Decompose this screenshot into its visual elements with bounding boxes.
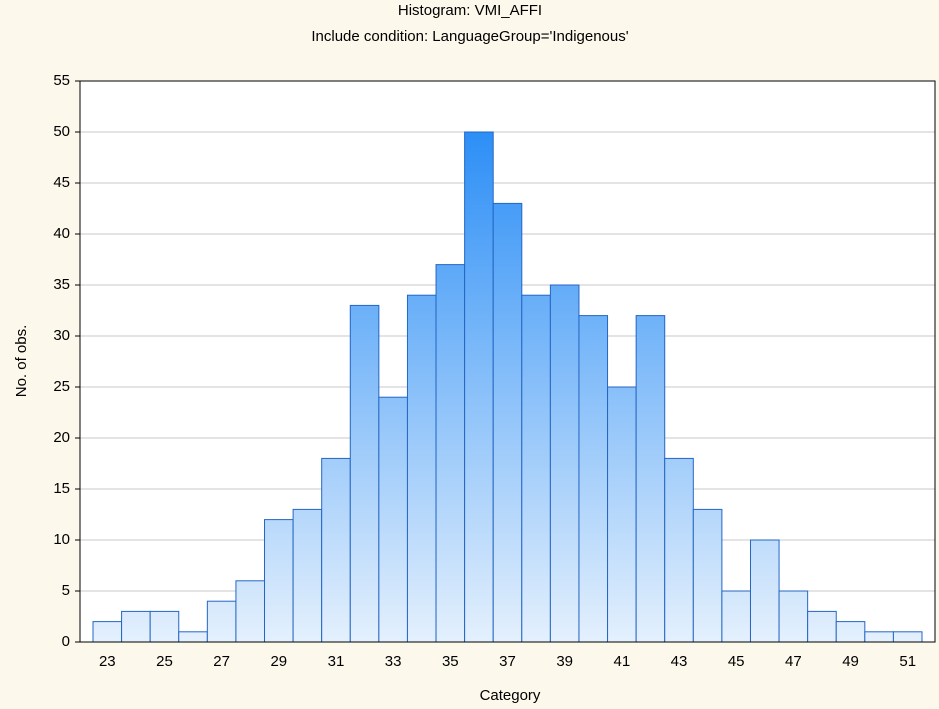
bar	[807, 610, 837, 643]
bar	[549, 284, 580, 643]
y-tick-label: 15	[53, 480, 70, 497]
bar	[321, 457, 351, 643]
bar	[349, 304, 380, 643]
x-tick-label: 45	[728, 653, 745, 670]
bar	[464, 131, 494, 643]
y-tick-label: 40	[53, 225, 70, 242]
x-tick-label: 47	[785, 653, 802, 670]
bar	[178, 631, 208, 643]
x-tick-label: 41	[614, 653, 631, 670]
chart-subtitle: Include condition: LanguageGroup='Indige…	[311, 28, 628, 45]
bar	[292, 508, 323, 643]
y-tick-label: 50	[53, 123, 70, 140]
bar	[778, 590, 809, 643]
bar	[378, 396, 408, 643]
bar	[607, 386, 637, 643]
x-tick-label: 37	[499, 653, 516, 670]
y-tick-label: 25	[53, 378, 70, 395]
bar	[435, 264, 466, 643]
plot-frame	[79, 80, 936, 643]
bar	[835, 621, 866, 643]
y-tick-label: 30	[53, 327, 70, 344]
y-tick-label: 0	[62, 633, 70, 650]
x-tick-label: 33	[385, 653, 402, 670]
x-tick-label: 43	[671, 653, 688, 670]
bar	[264, 519, 294, 643]
x-tick-label: 51	[899, 653, 916, 670]
bar	[578, 315, 609, 643]
y-tick-label: 55	[53, 72, 70, 89]
x-tick-label: 23	[99, 653, 116, 670]
x-tick-label: 39	[556, 653, 573, 670]
x-tick-label: 27	[213, 653, 230, 670]
bar	[121, 610, 151, 643]
bar	[864, 631, 894, 643]
x-tick-label: 31	[328, 653, 345, 670]
y-tick-label: 35	[53, 276, 70, 293]
bar	[749, 539, 780, 643]
x-tick-label: 29	[270, 653, 287, 670]
bar	[892, 631, 923, 643]
bar	[664, 457, 694, 643]
x-tick-label: 25	[156, 653, 173, 670]
y-axis-label: No. of obs.	[13, 325, 30, 398]
bar	[635, 315, 666, 643]
bar	[406, 294, 437, 643]
x-axis-label: Category	[480, 687, 541, 704]
bar	[235, 580, 266, 643]
x-tick-label: 49	[842, 653, 859, 670]
x-tick-label: 35	[442, 653, 459, 670]
bar	[206, 600, 237, 643]
bar	[492, 202, 523, 643]
chart-title: Histogram: VMI_AFFI	[398, 2, 542, 19]
bar	[92, 621, 123, 643]
bar	[521, 294, 551, 643]
bar	[692, 508, 723, 643]
bar	[149, 610, 180, 643]
bar	[721, 590, 751, 643]
y-tick-label: 45	[53, 174, 70, 191]
y-tick-label: 20	[53, 429, 70, 446]
y-tick-label: 10	[53, 531, 70, 548]
y-tick-label: 5	[62, 582, 70, 599]
